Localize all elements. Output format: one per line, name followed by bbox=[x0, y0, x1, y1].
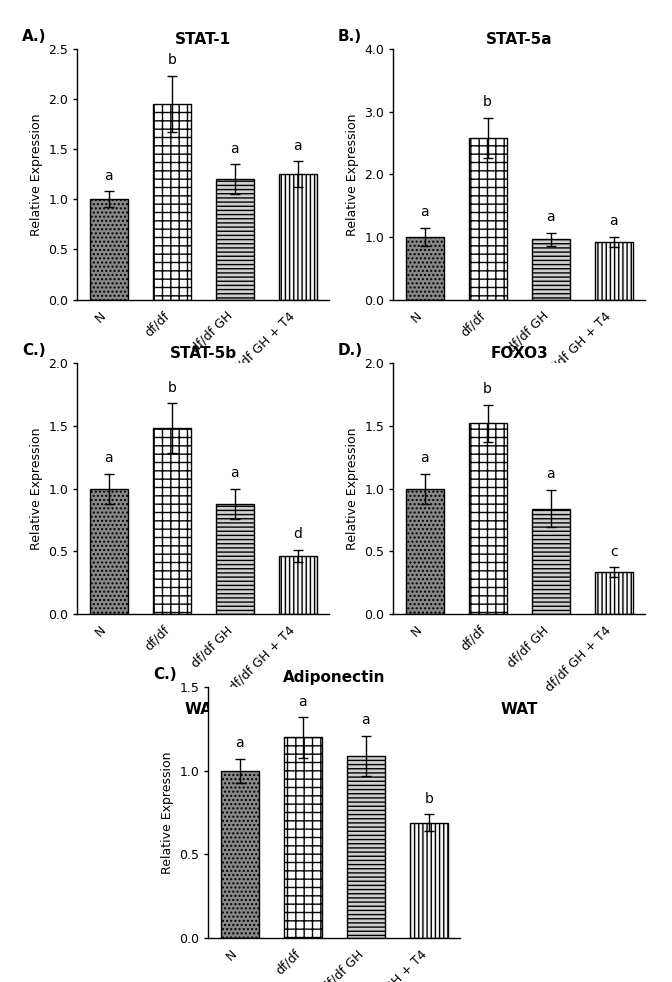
Bar bbox=[469, 423, 507, 614]
Y-axis label: Relative Expression: Relative Expression bbox=[345, 427, 359, 550]
Text: D.): D.) bbox=[337, 344, 363, 358]
Text: a: a bbox=[235, 736, 244, 750]
Bar bbox=[406, 489, 444, 614]
Text: a: a bbox=[294, 138, 302, 152]
Title: STAT-1: STAT-1 bbox=[175, 31, 231, 46]
Bar bbox=[410, 823, 448, 938]
Bar bbox=[406, 237, 444, 300]
Text: a: a bbox=[546, 467, 555, 481]
Text: A.): A.) bbox=[22, 29, 46, 44]
Y-axis label: Relative Expression: Relative Expression bbox=[30, 427, 43, 550]
Text: a: a bbox=[104, 451, 113, 464]
Text: a: a bbox=[362, 713, 370, 727]
Text: b: b bbox=[483, 95, 492, 109]
Text: d: d bbox=[294, 527, 302, 541]
X-axis label: WAT: WAT bbox=[501, 702, 538, 717]
Text: b: b bbox=[425, 791, 433, 805]
X-axis label: WAT: WAT bbox=[185, 388, 222, 403]
Text: a: a bbox=[420, 451, 429, 464]
Text: b: b bbox=[483, 382, 492, 396]
Text: a: a bbox=[230, 465, 239, 480]
Bar bbox=[153, 104, 191, 300]
Text: a: a bbox=[420, 205, 429, 219]
Bar bbox=[469, 138, 507, 300]
Bar bbox=[153, 428, 191, 614]
Bar bbox=[221, 771, 259, 938]
Title: Adiponectin: Adiponectin bbox=[283, 670, 386, 684]
Text: a: a bbox=[546, 210, 555, 225]
Bar bbox=[90, 489, 128, 614]
Text: B.): B.) bbox=[337, 29, 362, 44]
Text: a: a bbox=[610, 214, 618, 228]
Title: STAT-5b: STAT-5b bbox=[170, 346, 237, 360]
Bar bbox=[279, 175, 317, 300]
Bar bbox=[216, 180, 253, 300]
Bar bbox=[595, 242, 632, 300]
Text: C.): C.) bbox=[22, 344, 46, 358]
Title: STAT-5a: STAT-5a bbox=[486, 31, 552, 46]
Text: b: b bbox=[167, 53, 176, 68]
X-axis label: WAT: WAT bbox=[501, 388, 538, 403]
Bar bbox=[216, 504, 253, 614]
Bar bbox=[284, 737, 322, 938]
Text: b: b bbox=[167, 381, 176, 395]
Y-axis label: Relative Expression: Relative Expression bbox=[345, 113, 359, 236]
Bar bbox=[532, 509, 569, 614]
Text: C.): C.) bbox=[153, 668, 177, 682]
Y-axis label: Relative Expression: Relative Expression bbox=[30, 113, 43, 236]
Bar bbox=[279, 556, 317, 614]
Title: FOXO3: FOXO3 bbox=[491, 346, 548, 360]
Bar bbox=[90, 199, 128, 300]
Text: c: c bbox=[610, 545, 618, 559]
Bar bbox=[595, 573, 632, 614]
X-axis label: WAT: WAT bbox=[185, 702, 222, 717]
Text: a: a bbox=[104, 169, 113, 183]
Bar bbox=[347, 756, 384, 938]
Bar bbox=[532, 240, 569, 300]
Y-axis label: Relative Expression: Relative Expression bbox=[161, 751, 174, 874]
Text: a: a bbox=[230, 141, 239, 155]
Text: a: a bbox=[298, 694, 307, 709]
